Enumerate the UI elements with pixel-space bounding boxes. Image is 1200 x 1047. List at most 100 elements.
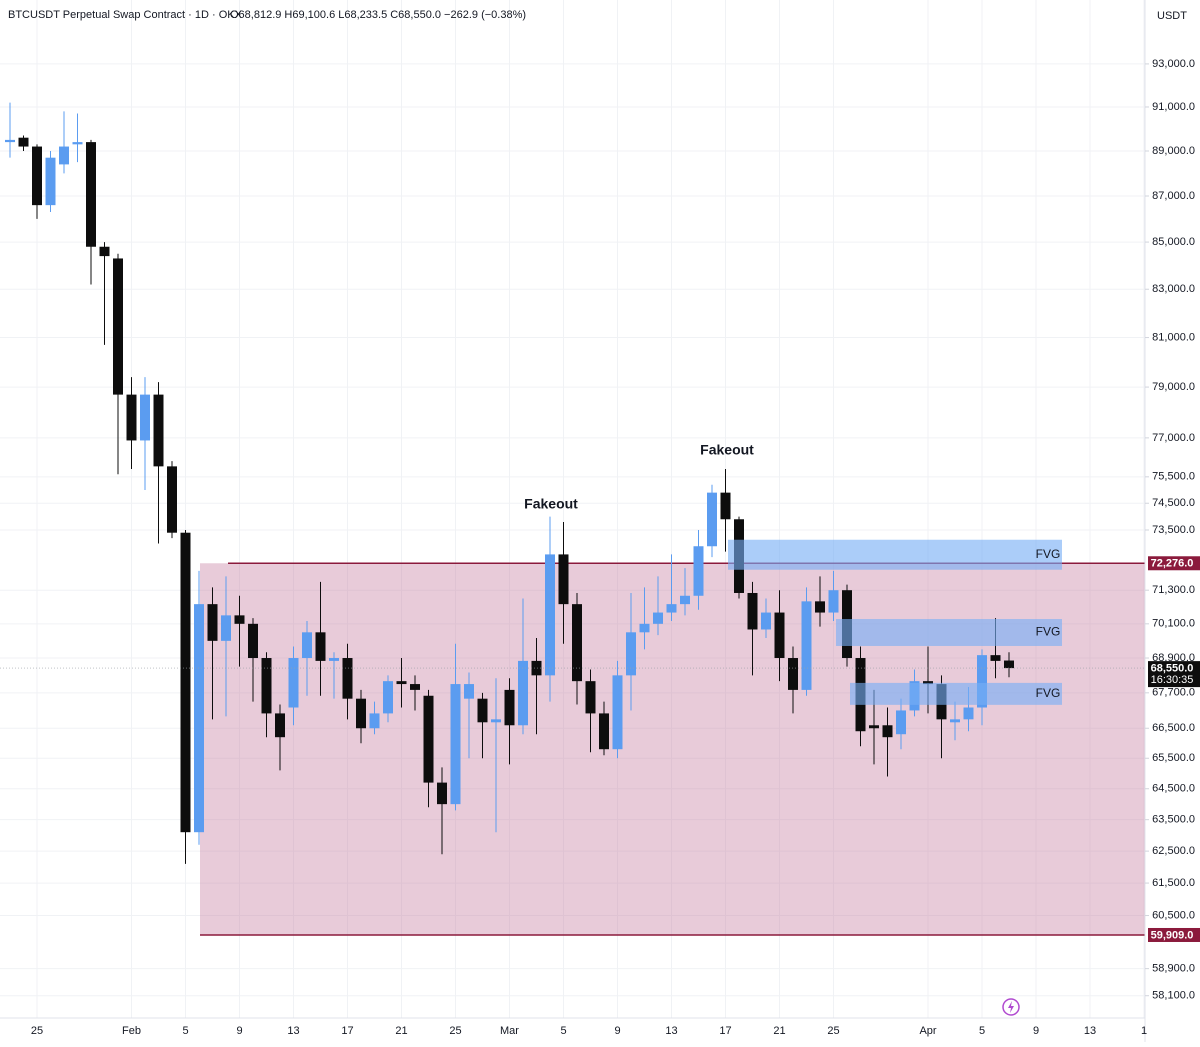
y-tick-label: 64,500.0 bbox=[1152, 783, 1195, 795]
candle-body bbox=[180, 532, 191, 833]
chart-title: BTCUSDT Perpetual Swap Contract · 1D · O… bbox=[8, 9, 243, 21]
candle-body bbox=[275, 713, 285, 738]
candle-body bbox=[504, 689, 515, 726]
candle-body bbox=[72, 142, 83, 145]
candle-body bbox=[950, 719, 960, 723]
candle-body bbox=[261, 658, 272, 714]
fvg-zone bbox=[728, 539, 1062, 570]
candle-body bbox=[140, 394, 150, 441]
candle-body bbox=[545, 554, 555, 676]
candle-body bbox=[869, 725, 879, 729]
x-tick-label: Mar bbox=[500, 1025, 519, 1037]
candle-body bbox=[153, 394, 164, 467]
y-tick-label: 71,300.0 bbox=[1152, 584, 1195, 596]
countdown: 16:30:35 bbox=[1151, 674, 1194, 686]
candle-body bbox=[450, 684, 461, 805]
y-tick-label: 63,500.0 bbox=[1152, 814, 1195, 826]
x-tick-label: 21 bbox=[395, 1025, 407, 1037]
y-tick-label: 58,900.0 bbox=[1152, 963, 1195, 975]
y-tick-label: 73,500.0 bbox=[1152, 524, 1195, 536]
candle-body bbox=[572, 604, 582, 682]
candle-body bbox=[126, 394, 137, 441]
x-tick-label: 13 bbox=[287, 1025, 299, 1037]
candle-body bbox=[518, 660, 528, 726]
candle-body bbox=[369, 713, 380, 729]
candle-body bbox=[963, 707, 974, 720]
x-tick-label: 5 bbox=[182, 1025, 188, 1037]
candle-body bbox=[59, 146, 69, 165]
candle-body bbox=[977, 655, 987, 708]
candle-body bbox=[639, 623, 650, 633]
candle-body bbox=[491, 719, 501, 723]
candle-body bbox=[113, 258, 123, 395]
candle-body bbox=[923, 681, 933, 685]
fvg-label: FVG bbox=[1036, 625, 1061, 639]
candle-body bbox=[599, 713, 609, 750]
candle-body bbox=[315, 632, 326, 661]
x-tick-label: Apr bbox=[919, 1025, 936, 1037]
x-tick-label: 9 bbox=[1033, 1025, 1039, 1037]
y-tick-label: 89,000.0 bbox=[1152, 145, 1195, 157]
candle-body bbox=[18, 137, 29, 147]
x-tick-label: 25 bbox=[31, 1025, 43, 1037]
candle-body bbox=[86, 142, 96, 247]
candle-body bbox=[248, 623, 258, 659]
fvg-label: FVG bbox=[1036, 547, 1061, 561]
candle-body bbox=[342, 658, 353, 699]
alert-icon-bolt[interactable] bbox=[1008, 1001, 1014, 1013]
candle-body bbox=[437, 782, 447, 805]
x-tick-label: 9 bbox=[236, 1025, 242, 1037]
candle-body bbox=[801, 601, 812, 690]
x-tick-label: Feb bbox=[122, 1025, 141, 1037]
candle-body bbox=[423, 695, 434, 783]
x-tick-label: 9 bbox=[614, 1025, 620, 1037]
alert-icon-ring[interactable] bbox=[1002, 998, 1020, 1016]
candle-body bbox=[707, 492, 717, 547]
y-tick-label: 79,000.0 bbox=[1152, 381, 1195, 393]
ohlc-readout: O68,812.9 H69,100.6 L68,233.5 C68,550.0 … bbox=[230, 9, 526, 21]
y-tick-label: 93,000.0 bbox=[1152, 58, 1195, 70]
y-tick-label: 81,000.0 bbox=[1152, 331, 1195, 343]
y-tick-label: 83,000.0 bbox=[1152, 283, 1195, 295]
y-tick-label: 77,000.0 bbox=[1152, 432, 1195, 444]
fvg-label: FVG bbox=[1036, 686, 1061, 700]
x-tick-label: 25 bbox=[827, 1025, 839, 1037]
candle-body bbox=[32, 146, 42, 206]
candle-body bbox=[410, 684, 420, 690]
x-tick-label: 21 bbox=[773, 1025, 785, 1037]
candle-body bbox=[882, 725, 893, 738]
candle-body bbox=[680, 595, 690, 605]
y-tick-label: 85,000.0 bbox=[1152, 236, 1195, 248]
candle-body bbox=[5, 139, 15, 143]
last-price-label: 68,550.0 bbox=[1151, 663, 1194, 675]
candle-body bbox=[207, 604, 218, 641]
candle-body bbox=[666, 604, 677, 613]
x-tick-label: 13 bbox=[665, 1025, 677, 1037]
candle-body bbox=[761, 612, 771, 630]
alert-icon[interactable] bbox=[1002, 998, 1020, 1016]
candle-body bbox=[531, 660, 542, 676]
fvg-zone bbox=[850, 682, 1062, 705]
candle-body bbox=[828, 590, 839, 613]
y-tick-label: 67,700.0 bbox=[1152, 687, 1195, 699]
candle-body bbox=[653, 612, 663, 624]
candle-body bbox=[747, 592, 758, 630]
candle-body bbox=[626, 632, 636, 676]
x-tick-label: 17 bbox=[719, 1025, 731, 1037]
x-tick-label: 5 bbox=[560, 1025, 566, 1037]
candle-body bbox=[477, 698, 488, 723]
candle-body bbox=[693, 546, 704, 596]
candle-body bbox=[167, 466, 177, 533]
candle-body bbox=[99, 246, 110, 257]
x-tick-label: 17 bbox=[341, 1025, 353, 1037]
candle-body bbox=[383, 681, 393, 714]
y-tick-label: 66,500.0 bbox=[1152, 722, 1195, 734]
candle-body bbox=[720, 492, 731, 520]
candle-body bbox=[585, 681, 596, 714]
fvg-zone bbox=[836, 619, 1062, 646]
y-tick-label: 91,000.0 bbox=[1152, 101, 1195, 113]
candle-body bbox=[612, 675, 623, 750]
candle-body bbox=[990, 655, 1001, 661]
x-tick-label: 1 bbox=[1141, 1025, 1147, 1037]
last-price-box bbox=[1148, 661, 1200, 688]
